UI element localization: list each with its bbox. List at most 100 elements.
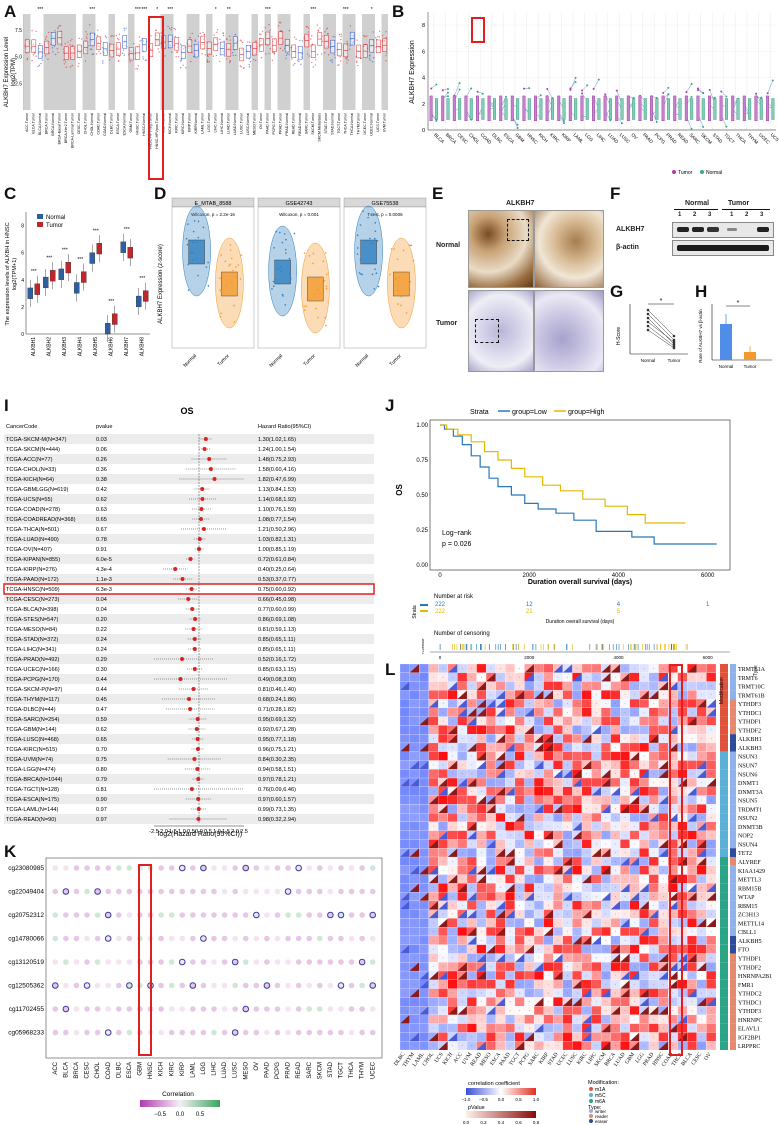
- l-pdot: [615, 869, 616, 871]
- a-point: [31, 29, 33, 32]
- d-point: [219, 316, 222, 318]
- l-pdot: [653, 896, 655, 897]
- l-triangle: [505, 742, 515, 752]
- d-point: [400, 304, 402, 307]
- k-dot: [52, 935, 59, 942]
- ihc-row-tumor: Tumor: [436, 320, 458, 327]
- l-pdot: [605, 983, 607, 985]
- b-xtick: UCEC: [758, 132, 771, 145]
- b-normal-box: [597, 98, 601, 120]
- l-pdot: [662, 1001, 664, 1003]
- forest-code: TCGA-PRAD(N=492): [6, 657, 59, 663]
- d-point: [279, 231, 281, 234]
- l-pdot: [634, 825, 635, 827]
- l-type-bar: [730, 672, 736, 682]
- a-point: [339, 56, 341, 58]
- k-dot: [179, 912, 186, 918]
- c-sig: ***: [139, 276, 145, 282]
- l-pdot: [509, 738, 511, 739]
- k-col-label: SARC: [307, 1061, 313, 1078]
- l-pdot: [624, 904, 626, 906]
- forest-xlabel: log2(Hazard Ratio(95%CI)): [158, 831, 242, 838]
- l-pdot: [634, 703, 635, 704]
- l-type-bar: [730, 1023, 736, 1033]
- l-pdot: [576, 931, 578, 932]
- k-dot: [285, 912, 291, 918]
- km-censor-ylabel: n.censor: [420, 638, 425, 654]
- l-pdot: [672, 957, 674, 959]
- a-point: [111, 35, 113, 37]
- b-tumor-point: [615, 89, 618, 92]
- d-point: [370, 214, 373, 216]
- l-pdot: [414, 790, 415, 792]
- l-pdot: [672, 668, 674, 669]
- a-xtick: LUAD.Tumor: [227, 112, 231, 134]
- forest-pvalue: 1.1e-3: [96, 577, 112, 583]
- l-pdot: [662, 738, 664, 739]
- forest-code: TCGA-KIRP(N=276): [6, 567, 57, 573]
- k-col-label: TGCT: [339, 1062, 345, 1079]
- forest-hr: 1.03(0.82,1.31): [258, 537, 296, 543]
- l-pdot: [710, 948, 712, 950]
- k-dot: [358, 958, 366, 966]
- l-pdot: [643, 711, 645, 713]
- l-pdot: [576, 808, 578, 810]
- a-point: [125, 27, 127, 29]
- l-pdot: [691, 825, 693, 827]
- l-pdot: [414, 983, 415, 985]
- l-pdot: [567, 808, 568, 810]
- a-point: [135, 68, 137, 70]
- l-pdot: [586, 817, 588, 818]
- wb-row-actin: β-actin: [616, 244, 639, 251]
- a-point: [260, 33, 262, 36]
- l-pdot: [605, 975, 607, 976]
- a-xtick: PCPG.Tumor: [272, 112, 276, 134]
- a-sig: *: [371, 7, 373, 13]
- l-pdot: [595, 948, 597, 950]
- a-point: [349, 25, 352, 27]
- l-pdot: [615, 834, 616, 836]
- l-pdot: [519, 834, 521, 836]
- l-pdot: [624, 755, 626, 757]
- forest-hr: 0.99(0.73,1.35): [258, 807, 296, 813]
- l-pdot: [586, 896, 588, 897]
- l-pdot: [481, 861, 482, 862]
- k-dot: [94, 982, 101, 989]
- l-triangle: [610, 953, 621, 963]
- d-point: [207, 261, 209, 264]
- a-xtick: LUSC.Tumor: [240, 112, 244, 134]
- l-pdot: [538, 869, 540, 871]
- d-point: [233, 321, 236, 323]
- l-pdot: [595, 869, 597, 871]
- l-pdot: [653, 931, 655, 932]
- forest-stripe: [4, 714, 374, 724]
- forest-point: [180, 657, 185, 661]
- l-pdot: [557, 834, 559, 836]
- forest-code: TCGA-LGG(N=474): [6, 767, 56, 773]
- k-dot: [105, 1006, 111, 1012]
- a-point: [202, 31, 204, 34]
- ihc-zoom-box: [507, 219, 529, 241]
- l-pdot: [586, 746, 588, 748]
- d-point: [219, 288, 222, 291]
- l-pdot: [701, 685, 702, 687]
- a-point: [248, 63, 250, 66]
- a-bg: [63, 14, 70, 110]
- k-dot: [52, 912, 59, 918]
- l-triangle: [572, 830, 582, 840]
- k-dot: [62, 888, 70, 895]
- a-sig: *: [215, 7, 217, 13]
- a-xtick: PRAD.Normal: [285, 113, 289, 136]
- forest-hr: 0.52(0.16,1.72): [258, 657, 296, 663]
- a-point: [121, 52, 124, 55]
- l-pdot: [442, 931, 444, 932]
- k-col-label: PCPG: [275, 1062, 281, 1079]
- l-row-label: YTHDF3: [738, 1009, 761, 1015]
- forest-point: [188, 707, 193, 711]
- km-xtick: 0: [438, 573, 442, 579]
- l-pdot: [643, 975, 645, 976]
- l-triangle: [428, 971, 439, 980]
- a-point: [356, 60, 358, 63]
- l-pdot: [672, 1001, 674, 1003]
- l-pdot: [538, 729, 540, 731]
